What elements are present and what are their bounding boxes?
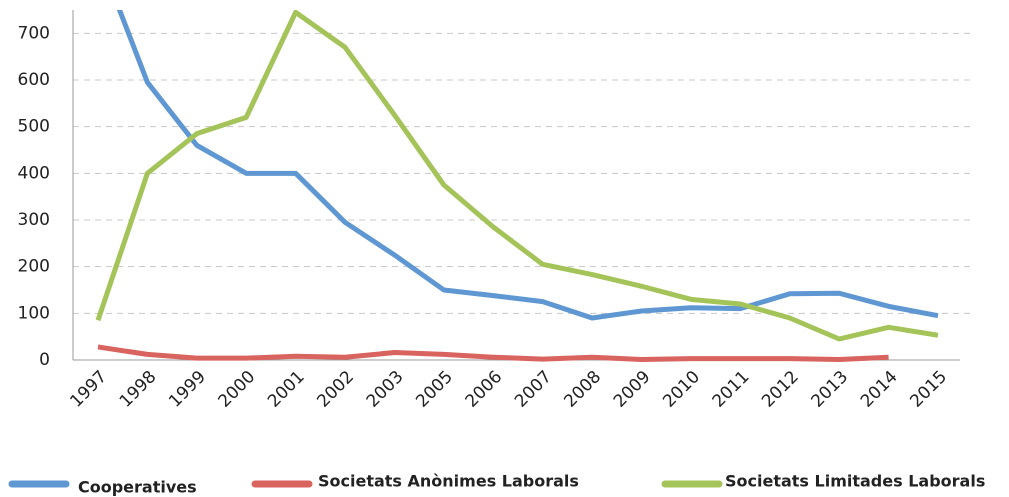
- plot-area: [95, 10, 939, 363]
- legend-label: Societats Limitades Laborals: [725, 472, 985, 491]
- x-tick-label: 2011: [709, 367, 754, 412]
- y-tick-label: 700: [18, 23, 50, 43]
- y-tick-label: 500: [18, 117, 50, 137]
- y-tick-label: 400: [18, 163, 50, 183]
- y-tick-label: 0: [39, 350, 50, 370]
- series-line: [116, 10, 939, 321]
- x-tick-label: 2014: [857, 367, 902, 412]
- series-line: [97, 344, 889, 363]
- series-line: [95, 10, 939, 342]
- x-tick-label: 2001: [264, 367, 309, 412]
- x-tick-label: 2000: [215, 367, 260, 412]
- x-tick-label: 1998: [116, 367, 161, 412]
- legend-label: Societats Anònimes Laborals: [318, 472, 579, 491]
- y-tick-label: 600: [18, 70, 50, 90]
- y-tick-label: 100: [18, 303, 50, 323]
- x-tick-label: 2015: [906, 367, 951, 412]
- grid: [72, 10, 970, 361]
- x-tick-label: 1999: [165, 367, 210, 412]
- legend-label: Cooperatives: [78, 478, 197, 497]
- x-tick-label: 2008: [560, 367, 605, 412]
- x-tick-label: 2005: [412, 367, 457, 412]
- legend: Cooperatives Societats Anònimes Laborals S…: [8, 472, 985, 497]
- x-tick-label: 2006: [462, 367, 507, 412]
- y-tick-label: 200: [18, 257, 50, 277]
- x-tick-label: 2009: [610, 367, 655, 412]
- x-tick-label: 2002: [313, 367, 358, 412]
- x-tick-label: 2010: [659, 367, 704, 412]
- x-tick-label: 2007: [511, 367, 556, 412]
- x-tick-label: 2012: [758, 367, 803, 412]
- y-tick-label: 300: [18, 210, 50, 230]
- x-tick-label: 2003: [363, 367, 408, 412]
- x-tick-label: 1997: [66, 367, 111, 412]
- x-tick-label: 2013: [808, 367, 853, 412]
